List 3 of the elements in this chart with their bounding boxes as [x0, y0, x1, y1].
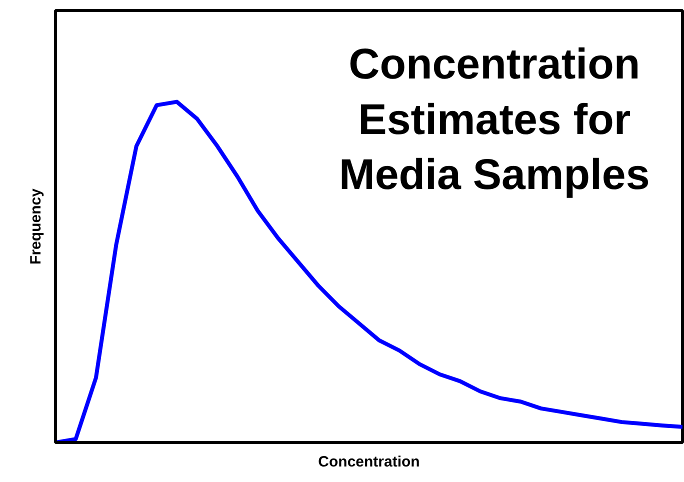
chart-title: Concentration Estimates for Media Samples	[339, 40, 650, 200]
x-axis-title: Concentration	[318, 454, 420, 470]
y-axis-title: Frequency	[28, 188, 44, 264]
